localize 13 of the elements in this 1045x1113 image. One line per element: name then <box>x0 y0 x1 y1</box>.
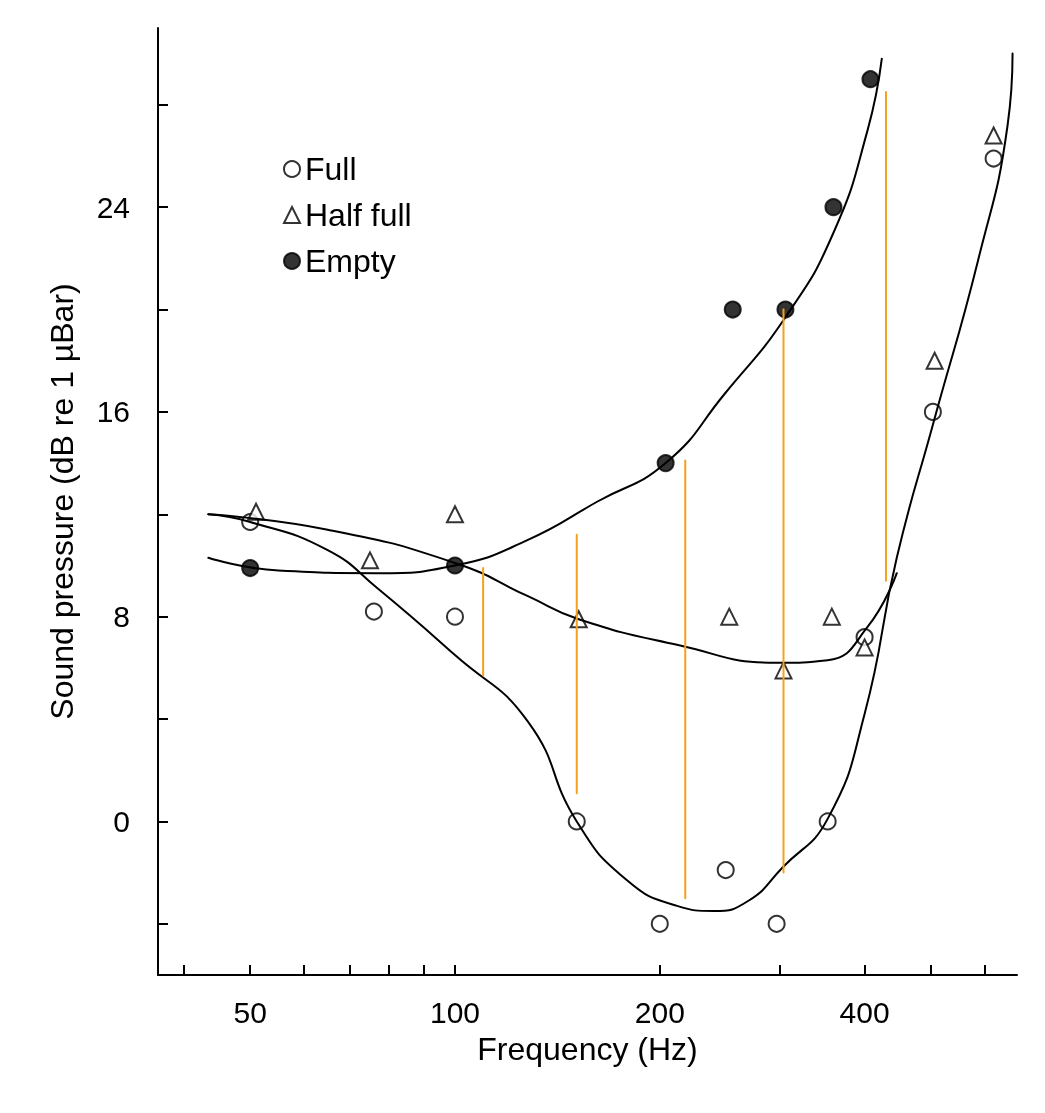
y-tick-label: 16 <box>96 395 130 429</box>
y-tick-label: 0 <box>113 804 130 838</box>
y-tick-label: 24 <box>96 190 130 224</box>
x-tick-label: 50 <box>233 995 267 1029</box>
x-tick-label: 400 <box>839 995 890 1029</box>
x-tick-label: 100 <box>429 995 481 1029</box>
x-tick-label: 200 <box>634 995 685 1029</box>
legend-label: Half full <box>305 197 412 233</box>
x-axis-title: Frequency (Hz) <box>477 1031 698 1067</box>
y-tick-label: 8 <box>113 600 130 634</box>
legend-label: Full <box>305 151 357 187</box>
legend-label: Empty <box>305 243 396 279</box>
y-axis-title: Sound pressure (dB re 1 µBar) <box>44 283 80 720</box>
